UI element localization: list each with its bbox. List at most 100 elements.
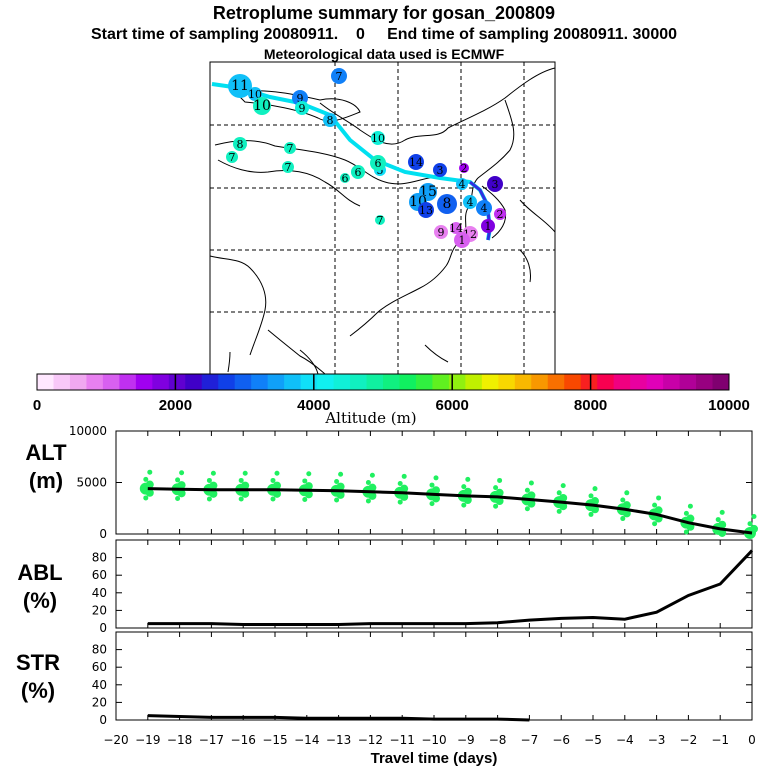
x-tick-label: −11 <box>390 733 415 747</box>
x-tick-label: −2 <box>680 733 698 747</box>
x-tick-label: −6 <box>552 733 570 747</box>
border-line <box>214 140 441 185</box>
colorbar-swatch <box>267 374 285 390</box>
scatter-point <box>145 480 154 489</box>
scatter-point <box>652 502 658 508</box>
scatter-point <box>177 481 186 490</box>
coastline <box>209 255 267 356</box>
day-label: 6 <box>355 166 362 179</box>
colorbar-swatch <box>251 374 269 390</box>
plume-marker <box>331 68 347 84</box>
scatter-point <box>461 484 467 490</box>
colorbar-swatch <box>168 374 186 390</box>
plume-marker <box>418 202 434 218</box>
scatter-point <box>556 508 562 514</box>
altitude-colorbar <box>36 373 730 391</box>
str-unit: (%) <box>21 678 55 703</box>
alt-unit: (m) <box>29 468 63 493</box>
plume-marker <box>248 87 262 101</box>
colorbar-swatch <box>300 374 318 390</box>
border-line <box>319 67 556 145</box>
day-label: 11 <box>231 78 249 94</box>
plume-marker <box>476 200 492 216</box>
plume-cluster: 3 <box>433 163 447 177</box>
scatter-point <box>560 483 566 489</box>
scatter-point <box>143 495 149 501</box>
colorbar-swatch <box>201 374 219 390</box>
chart-title: Retroplume summary for gosan_200809 <box>212 3 556 23</box>
plume-cluster: 8 <box>233 137 247 151</box>
colorbar-tick-label: 6000 <box>436 397 469 414</box>
x-tick-label: −15 <box>262 733 287 747</box>
scatter-point <box>750 524 758 533</box>
abl-series-line <box>147 549 754 626</box>
scatter-point <box>238 496 244 502</box>
y-tick-label: 0 <box>99 621 107 635</box>
plume-marker <box>371 131 385 145</box>
scatter-point <box>718 520 727 529</box>
scatter-point <box>719 509 725 515</box>
colorbar-swatch <box>432 374 450 390</box>
lake-outline <box>233 90 361 122</box>
japan-coast <box>519 199 556 233</box>
x-tick-label: −14 <box>294 733 319 747</box>
colorbar-swatch <box>564 374 582 390</box>
y-tick-label: 40 <box>92 678 107 692</box>
scatter-point <box>463 487 472 496</box>
scatter-point <box>683 510 689 516</box>
scatter-point <box>433 475 439 481</box>
colorbar-swatch <box>399 374 417 390</box>
colorbar-ticks: 0 2000 4000 6000 8000 10000 <box>33 374 750 414</box>
scatter-point <box>270 477 276 483</box>
scatter-point <box>524 487 530 493</box>
colorbar-swatch <box>102 374 120 390</box>
scatter-point <box>620 497 626 503</box>
colorbar-swatch <box>37 374 54 390</box>
colorbar-swatch <box>646 374 664 390</box>
x-tick-label: −16 <box>231 733 256 747</box>
scatter-point <box>493 503 499 509</box>
plume-marker <box>340 173 350 183</box>
plume-marker <box>323 113 337 127</box>
scatter-point <box>493 485 499 491</box>
scatter-point <box>400 484 409 493</box>
alt-series-line <box>147 487 753 535</box>
plume-cluster: 3 <box>487 176 503 192</box>
plume-cluster: 9 <box>295 101 309 115</box>
colorbar-label: Altitude (m) <box>324 409 416 427</box>
plume-marker <box>370 155 386 171</box>
plume-cluster: 4 <box>456 178 468 191</box>
scatter-point <box>175 477 181 483</box>
plume-cluster: 7 <box>331 68 347 84</box>
colorbar-swatch <box>597 374 615 390</box>
plume-marker <box>284 142 296 154</box>
colorbar-swatch <box>234 374 252 390</box>
colorbar-swatch <box>481 374 499 390</box>
plume-cluster: 7 <box>284 142 296 155</box>
scatter-point <box>206 496 212 502</box>
day-label: 6 <box>342 172 349 185</box>
colorbar-tick-label: 4000 <box>297 397 330 414</box>
scatter-point <box>751 513 757 519</box>
altitude-scatter <box>139 469 758 539</box>
plume-cluster: 14 <box>449 222 463 235</box>
plume-clusters: 1110971098877766561014315410813447239141… <box>226 68 506 248</box>
plume-marker <box>434 225 448 239</box>
abl-label: ABL <box>17 560 62 585</box>
scatter-point <box>588 493 594 499</box>
colorbar-tick-label: 0 <box>33 397 41 414</box>
x-tick-label: −3 <box>648 733 666 747</box>
day-label: 13 <box>419 204 433 217</box>
sampling-times: Start time of sampling 20080911. 0 End t… <box>90 26 678 43</box>
plume-marker <box>253 97 271 115</box>
scatter-point <box>304 482 313 491</box>
x-axis-label: Travel time (days) <box>371 750 498 767</box>
colorbar-swatch <box>663 374 681 390</box>
colorbar-swatch <box>679 374 697 390</box>
scatter-point <box>147 469 153 475</box>
day-label: 4 <box>481 202 488 215</box>
scatter-point <box>238 477 244 483</box>
day-label: 8 <box>327 114 334 127</box>
colorbar-swatch <box>135 374 153 390</box>
